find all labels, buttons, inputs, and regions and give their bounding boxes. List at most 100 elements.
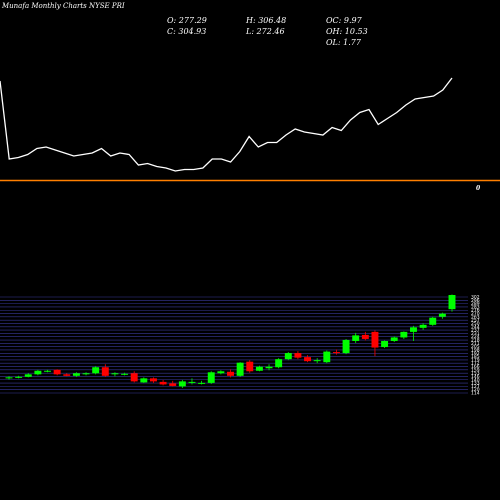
candle-body	[15, 376, 23, 378]
candle	[207, 371, 215, 384]
candle	[72, 372, 80, 377]
y-tick-label: 276	[471, 308, 480, 314]
y-tick-label: 133	[471, 381, 480, 387]
y-tick-label: 205	[471, 344, 480, 350]
y-tick-label: 120	[471, 387, 480, 393]
candle	[323, 350, 331, 364]
candle-body	[198, 382, 206, 384]
y-tick-label: 146	[471, 374, 480, 380]
candle	[371, 330, 379, 357]
candle	[332, 349, 340, 355]
candle-body	[381, 340, 389, 348]
candle	[82, 372, 90, 376]
price-line	[0, 77, 453, 172]
candle	[390, 336, 398, 342]
candle-body	[72, 373, 80, 376]
y-tick-label: 140	[471, 377, 480, 383]
candle	[429, 316, 437, 326]
candle	[188, 378, 196, 385]
candle-body	[304, 357, 312, 362]
candle	[140, 377, 148, 383]
price-grid	[0, 296, 468, 394]
candle	[381, 340, 389, 349]
y-tick-label: 270	[471, 311, 480, 317]
y-tick-label: 218	[471, 338, 480, 344]
candle-body	[371, 331, 379, 348]
y-tick-label: 302	[471, 295, 480, 301]
y-tick-label: 185	[471, 354, 480, 360]
candle-body	[438, 313, 446, 317]
y-tick-label: 296	[471, 298, 480, 304]
candle-body	[92, 367, 100, 374]
chart-caption: Munafa Monthly Charts NYSE PRI	[2, 2, 125, 10]
candle	[275, 358, 283, 369]
candle	[410, 325, 417, 341]
candle	[34, 369, 42, 376]
candle	[227, 369, 234, 378]
candle	[255, 365, 263, 372]
candle-body	[188, 381, 196, 383]
oh-value: OH: 10.53	[326, 27, 368, 36]
candle-body	[53, 369, 61, 375]
candle-body	[361, 334, 369, 339]
y-axis-ticks: 3022962892832762702632572502442372312242…	[471, 295, 480, 397]
candle	[149, 377, 157, 383]
candle	[111, 372, 119, 377]
y-tick-label: 237	[471, 328, 480, 334]
candle	[101, 364, 109, 377]
y-tick-label: 250	[471, 321, 480, 327]
candle-body	[400, 331, 408, 338]
zero-label: 0	[476, 185, 481, 192]
y-tick-label: 192	[471, 351, 480, 357]
candle	[294, 351, 302, 360]
candle-body	[140, 378, 148, 383]
candle	[419, 323, 427, 330]
candle-body	[275, 359, 283, 368]
candle-body	[34, 370, 42, 375]
oc-value: OC: 9.97	[326, 16, 362, 25]
candle-body	[323, 351, 331, 363]
candle	[313, 358, 321, 364]
candle	[284, 352, 292, 361]
candle-body	[63, 374, 71, 376]
high-value: H: 306.48	[246, 16, 287, 25]
y-tick-label: 257	[471, 318, 480, 324]
candle	[169, 380, 177, 387]
y-tick-label: 179	[471, 357, 480, 363]
candle-body	[149, 378, 157, 382]
candle-body	[390, 337, 398, 341]
candle-body	[246, 361, 254, 372]
candlestick-series	[5, 294, 456, 388]
candle-body	[410, 327, 417, 332]
candle-body	[24, 374, 32, 377]
candle-body	[255, 366, 263, 371]
candle-body	[236, 362, 244, 376]
candle-body	[44, 370, 51, 372]
candle-body	[419, 324, 427, 328]
candle-body	[111, 373, 119, 375]
y-tick-label: 231	[471, 331, 480, 337]
candle-body	[169, 383, 177, 386]
candle	[217, 370, 225, 375]
candle	[92, 366, 100, 375]
candle-body	[313, 360, 321, 362]
candle	[438, 312, 446, 319]
y-tick-label: 153	[471, 371, 480, 377]
close-value: C: 304.93	[167, 27, 207, 36]
candle-body	[178, 381, 186, 387]
candle-body	[121, 373, 129, 375]
low-value: L: 272.46	[246, 27, 285, 36]
candle-body	[227, 371, 234, 376]
candle	[246, 360, 254, 373]
candle	[15, 375, 23, 379]
candle-body	[352, 335, 360, 341]
candle	[361, 331, 369, 341]
y-tick-label: 172	[471, 361, 480, 367]
candle-body	[159, 381, 167, 385]
candle	[352, 332, 360, 343]
y-tick-label: 224	[471, 334, 480, 340]
y-tick-label: 159	[471, 367, 480, 373]
candle	[63, 373, 71, 377]
